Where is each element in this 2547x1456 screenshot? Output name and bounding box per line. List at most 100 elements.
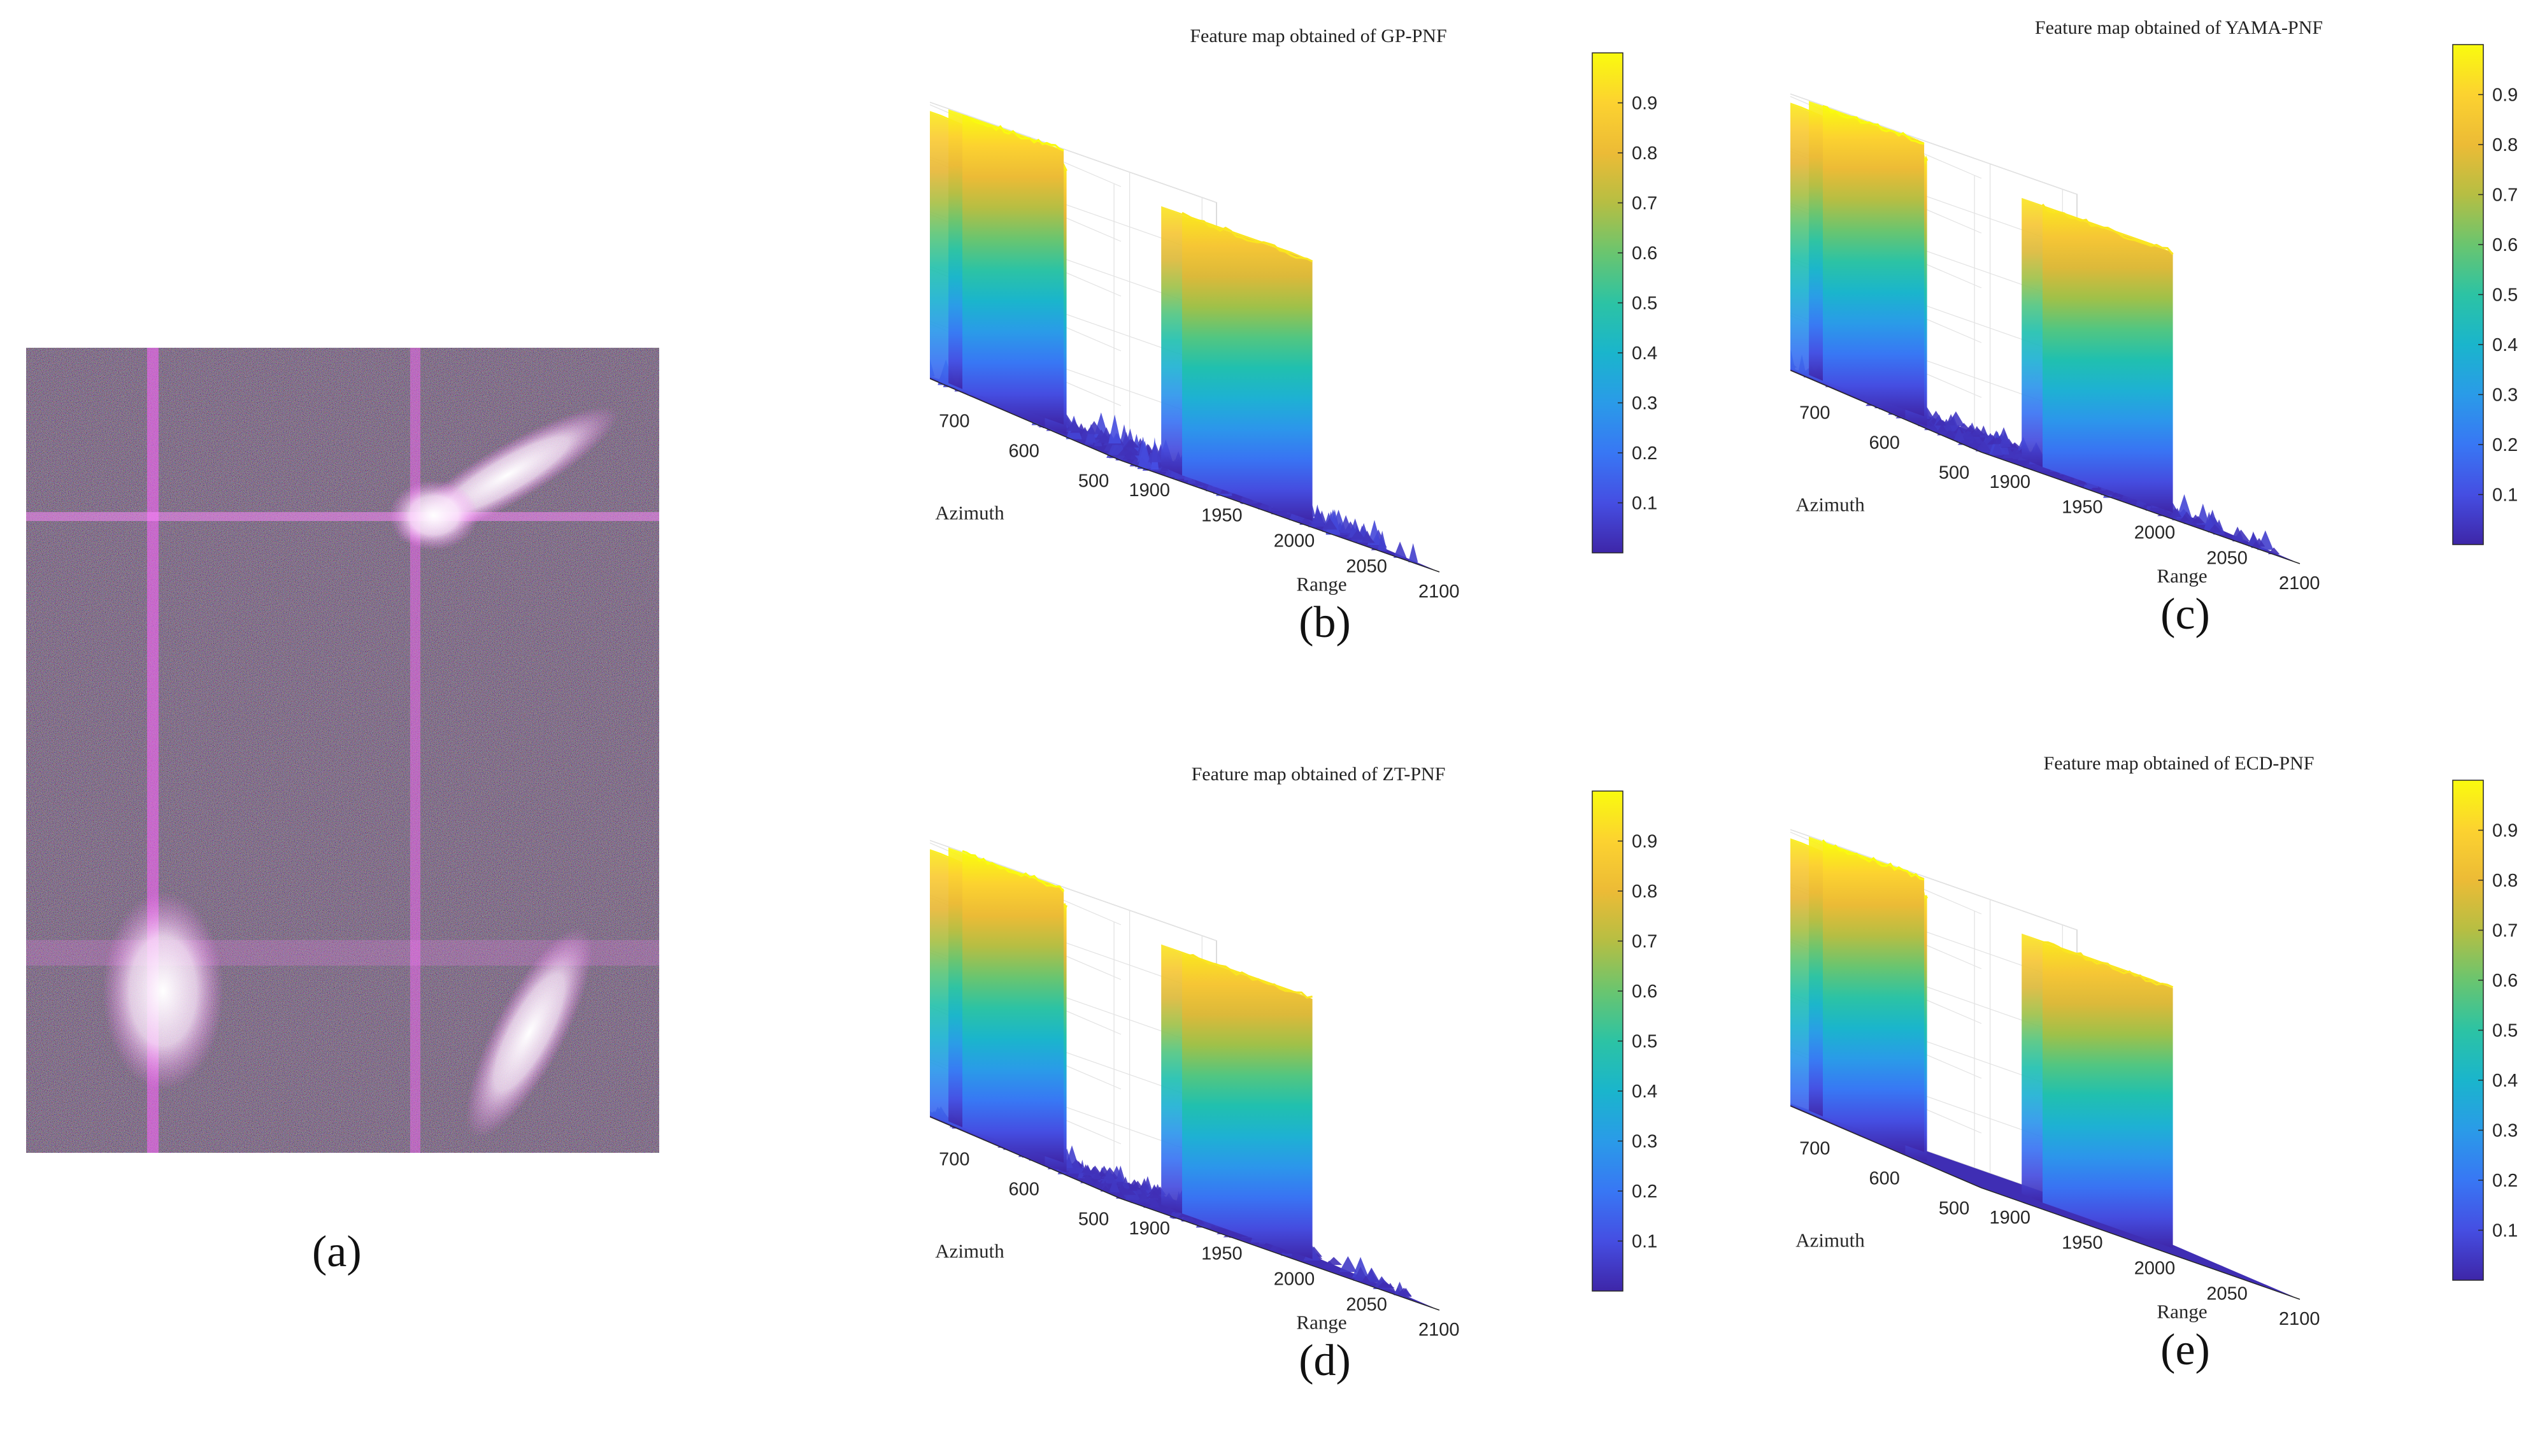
noise-spike bbox=[1350, 529, 1366, 540]
plateau-edge bbox=[1181, 211, 1313, 262]
noise-spike bbox=[1935, 418, 1946, 426]
noise-spike bbox=[1129, 1179, 1140, 1187]
noise-spike bbox=[1108, 414, 1122, 444]
colorbar-tick-label: 0.3 bbox=[1632, 394, 1657, 414]
plot-title: Feature map obtained of YAMA-PNF bbox=[2035, 17, 2323, 38]
colorbar-tick-label: 0.2 bbox=[2492, 435, 2518, 455]
x-tick-label: 1900 bbox=[1989, 1208, 2030, 1228]
y-axis-line bbox=[930, 1116, 1122, 1199]
y-axis-label: Azimuth bbox=[1795, 1229, 1865, 1252]
plot-caption: (b) bbox=[1299, 598, 1351, 647]
sar-target-lower-left bbox=[103, 892, 224, 1090]
plateau-edge bbox=[2042, 941, 2174, 989]
x-axis-line bbox=[1120, 1198, 1440, 1311]
plateau-front-face bbox=[962, 853, 1064, 1163]
y-axis-line bbox=[1790, 1105, 1982, 1188]
noise-spike bbox=[1115, 1166, 1125, 1182]
plot-c: Feature map obtained of YAMA-PNF 1900 1950… bbox=[1790, 3, 2547, 640]
x-tick-label: 2000 bbox=[1274, 531, 1315, 552]
y-tick-label: 600 bbox=[1869, 432, 1899, 453]
plateau-edge bbox=[1181, 953, 1313, 999]
noise-spike bbox=[2204, 511, 2215, 531]
noise-spike bbox=[1408, 543, 1418, 562]
plot-e: Feature map obtained of ECD-PNF 1900 1950 2… bbox=[1790, 739, 2547, 1376]
plateau-side-face bbox=[2022, 197, 2043, 467]
plateau-side-face bbox=[1161, 944, 1182, 1214]
plateau-side-face bbox=[1809, 836, 1823, 1117]
x-tick-label: 2100 bbox=[1418, 582, 1460, 602]
y-tick-label: 600 bbox=[1008, 441, 1039, 461]
noise-spike bbox=[1122, 1187, 1136, 1195]
noise-spike bbox=[1361, 1275, 1371, 1283]
x-tick-label: 1900 bbox=[1989, 472, 2030, 492]
noise-spike bbox=[1311, 508, 1325, 524]
plateau-top bbox=[948, 109, 1064, 151]
plateau-side-face bbox=[948, 109, 962, 389]
noise-spike bbox=[1067, 1159, 1084, 1174]
x-axis-line bbox=[1981, 1187, 2301, 1300]
noise-spike bbox=[2157, 510, 2173, 517]
noise-spike bbox=[2208, 524, 2222, 532]
x-tick-label: 1950 bbox=[2062, 497, 2103, 518]
colorbar-tick-label: 0.3 bbox=[2492, 385, 2518, 406]
plot-caption: (c) bbox=[2160, 590, 2210, 639]
noise-spike bbox=[1377, 531, 1387, 551]
y-tick-label: 500 bbox=[1078, 471, 1109, 491]
noise-spike bbox=[2074, 478, 2088, 485]
y-tick-label: 500 bbox=[1078, 1209, 1109, 1229]
sar-target-upper-right bbox=[389, 406, 618, 550]
noise-spike bbox=[1937, 424, 1947, 432]
x-axis-label: Range bbox=[1296, 573, 1346, 595]
colorbar-tick-label: 0.1 bbox=[1632, 1232, 1657, 1252]
plateau-front-face bbox=[962, 115, 1064, 425]
plateau-edge bbox=[2041, 203, 2174, 255]
colorbar-tick-label: 0.2 bbox=[2492, 1171, 2518, 1191]
colorbar-tick-label: 0.4 bbox=[1632, 343, 1657, 364]
noise-spike bbox=[1148, 444, 1162, 462]
colorbar-tick-label: 0.9 bbox=[1632, 832, 1657, 852]
noise-spike bbox=[1339, 515, 1353, 533]
noise-spike bbox=[1108, 1178, 1120, 1193]
noise-spike bbox=[2232, 529, 2250, 541]
surface-plot-svg: Feature map obtained of GP-PNF 1900 1950 20… bbox=[930, 25, 1657, 647]
plateau-edge bbox=[1822, 839, 1925, 881]
x-tick-label: 2050 bbox=[2206, 548, 2248, 568]
plot-d: Feature map obtained of ZT-PNF 1900 1950 20… bbox=[930, 750, 1809, 1387]
noise-spike bbox=[2267, 547, 2280, 555]
y-tick-label: 700 bbox=[939, 1150, 969, 1170]
noise-spike bbox=[2169, 508, 2182, 518]
colorbar-tick-label: 0.2 bbox=[1632, 443, 1657, 464]
noise-spike bbox=[1339, 1256, 1357, 1273]
noise-spike bbox=[1125, 439, 1139, 448]
noise-spike bbox=[1085, 421, 1103, 434]
plot-caption: (e) bbox=[2160, 1325, 2210, 1374]
colorbar-tick-label: 0.4 bbox=[2492, 335, 2518, 355]
noise-spike bbox=[1396, 1287, 1412, 1296]
plot-title: Feature map obtained of ZT-PNF bbox=[1192, 764, 1446, 785]
colorbar-tick-label: 0.7 bbox=[1632, 932, 1657, 952]
x-tick-label: 2100 bbox=[2279, 1309, 2320, 1329]
plateau-front-face bbox=[1182, 215, 1313, 521]
noise-spike bbox=[1991, 439, 2003, 455]
colorbar-tick-label: 0.8 bbox=[1632, 143, 1657, 164]
noise-spike bbox=[1231, 1231, 1245, 1237]
colorbar-tick-label: 0.3 bbox=[2492, 1121, 2518, 1141]
noise-spike bbox=[2191, 516, 2205, 524]
noise-spike bbox=[1969, 439, 1981, 448]
plateau-edge bbox=[1822, 105, 1925, 145]
noise-spike bbox=[1241, 493, 1255, 504]
noise-spike bbox=[1138, 1192, 1150, 1202]
noise-spike bbox=[1944, 428, 1955, 436]
plot-title: Feature map obtained of GP-PNF bbox=[1190, 25, 1446, 46]
x-tick-label: 1950 bbox=[1201, 506, 1243, 526]
noise-spike bbox=[1960, 430, 1976, 441]
noise-spike bbox=[1216, 1228, 1231, 1234]
sar-target-lower-right bbox=[466, 927, 593, 1138]
plot-title: Feature map obtained of ECD-PNF bbox=[2044, 753, 2315, 774]
caption-a: (a) bbox=[312, 1227, 362, 1276]
noise-spike bbox=[1971, 425, 1982, 436]
noise-spike bbox=[1968, 432, 1984, 444]
plot-caption: (d) bbox=[1299, 1336, 1351, 1385]
noise-spike bbox=[1322, 518, 1338, 530]
colorbar-tick-label: 0.1 bbox=[2492, 485, 2518, 506]
